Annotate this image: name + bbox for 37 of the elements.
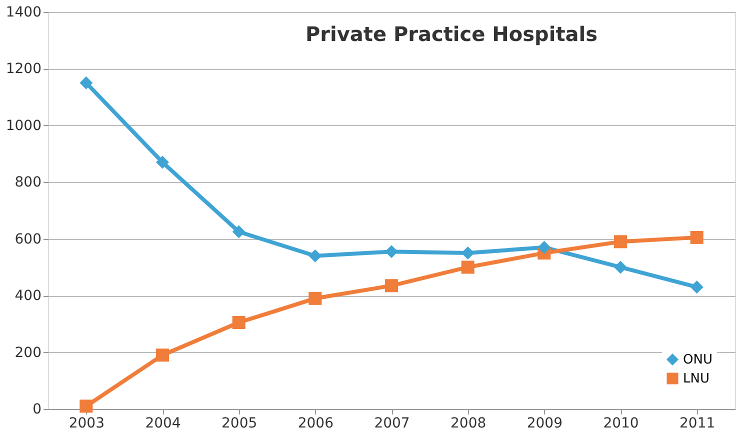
point [461, 260, 474, 274]
y-tick-label: 0 [32, 402, 42, 418]
x-tick-label: 2009 [526, 416, 562, 432]
x-tick-label: 2003 [68, 416, 104, 432]
y-tick-label: 1200 [6, 61, 42, 78]
point [308, 292, 322, 305]
y-tick-label: 1400 [6, 4, 42, 20]
point [690, 230, 704, 244]
x-tick-label: 2010 [603, 416, 639, 432]
point [614, 260, 628, 274]
y-tick-label: 800 [14, 174, 42, 191]
point [461, 246, 474, 260]
point [232, 316, 246, 330]
point [156, 156, 170, 169]
point [384, 279, 398, 292]
point [80, 76, 93, 90]
text: Private Practice Hospitals [305, 22, 598, 46]
point [538, 240, 551, 254]
x-tick-label: 2006 [298, 416, 334, 432]
x-tick-label: 2007 [374, 416, 410, 432]
x-tick-label: 2005 [222, 416, 258, 432]
point [614, 235, 628, 248]
y-tick-label: 400 [14, 288, 42, 304]
y-tick-label: 1000 [6, 118, 42, 134]
y-tick-label: 200 [14, 344, 42, 361]
point [232, 225, 246, 238]
x-tick-label: 2008 [450, 416, 486, 432]
legend-label: ONU [683, 352, 712, 368]
y-tick-label: 600 [14, 231, 42, 248]
point [308, 249, 322, 262]
point [690, 280, 704, 294]
point [384, 245, 398, 258]
x-tick-label: 2004 [145, 416, 181, 432]
legend-label: LNU [683, 372, 710, 386]
point [156, 348, 170, 362]
x-tick-label: 2011 [680, 416, 716, 432]
point [80, 400, 93, 413]
